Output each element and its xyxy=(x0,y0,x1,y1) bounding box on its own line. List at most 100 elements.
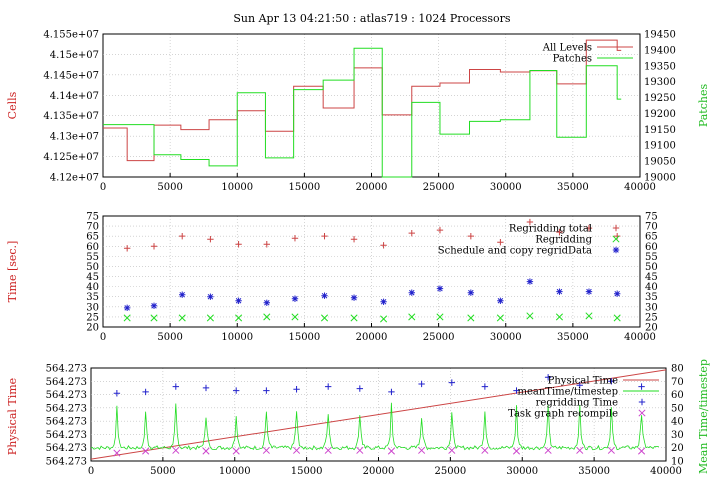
y-tick-label: 4.135e+07 xyxy=(43,111,99,122)
x-tick-label: 15000 xyxy=(288,332,320,343)
data-point xyxy=(408,313,416,321)
y2-tick-label: 30 xyxy=(671,430,684,441)
y-tick-label: 564.273 xyxy=(46,403,87,414)
legend-marker xyxy=(612,235,620,243)
data-point xyxy=(113,449,121,457)
data-point xyxy=(235,297,242,304)
data-point xyxy=(380,298,387,305)
y-tick-label: 75 xyxy=(86,212,99,223)
data-point xyxy=(526,218,534,226)
y2-tick-label: 19400 xyxy=(644,45,676,56)
y2-tick-label: 45 xyxy=(645,272,658,283)
data-point xyxy=(172,383,180,390)
legend-label: Regridding xyxy=(535,235,592,246)
data-point xyxy=(526,278,534,285)
data-point xyxy=(418,446,426,454)
data-point xyxy=(150,302,158,310)
data-point xyxy=(207,236,214,243)
legend-label: Patches xyxy=(553,54,592,65)
data-point xyxy=(496,314,504,322)
x-tick-label: 5000 xyxy=(157,182,182,193)
figure-title: Sun Apr 13 04:21:50 : atlas719 : 1024 Pr… xyxy=(233,12,511,25)
y-tick-label: 564.273 xyxy=(46,443,87,454)
y2-tick-label: 19150 xyxy=(644,125,676,136)
data-point xyxy=(293,446,301,454)
data-point xyxy=(613,290,621,297)
data-point xyxy=(497,297,504,304)
y-tick-label: 564.273 xyxy=(46,417,87,428)
data-point xyxy=(585,288,593,295)
data-point xyxy=(291,313,299,321)
data-point xyxy=(232,387,240,394)
data-point xyxy=(436,285,444,292)
data-point xyxy=(526,312,534,320)
data-point xyxy=(513,387,520,394)
data-point xyxy=(356,385,364,392)
x-tick-label: 15000 xyxy=(288,182,320,193)
data-point xyxy=(263,241,270,248)
x-tick-label: 20000 xyxy=(356,332,388,343)
data-point xyxy=(202,384,210,392)
data-point xyxy=(150,314,158,322)
y2-tick-label: 70 xyxy=(671,377,684,388)
plot-frame xyxy=(90,367,667,462)
x-tick-label: 35000 xyxy=(557,182,589,193)
data-point xyxy=(585,224,593,232)
x-tick-label: 5000 xyxy=(157,332,182,343)
data-point xyxy=(263,313,271,321)
plot-frame xyxy=(102,215,641,328)
data-point xyxy=(418,380,425,388)
data-point xyxy=(481,383,489,390)
y-tick-label: 55 xyxy=(86,252,99,263)
data-point xyxy=(638,447,646,455)
data-point xyxy=(350,314,358,322)
data-point xyxy=(350,294,358,301)
data-point xyxy=(235,314,243,322)
x-tick-label: 40000 xyxy=(650,466,682,477)
data-point xyxy=(380,315,388,323)
data-point xyxy=(235,241,242,248)
data-point xyxy=(467,289,475,296)
data-point xyxy=(613,314,621,322)
y2-tick-label: 65 xyxy=(645,232,658,243)
y-tick-label: 60 xyxy=(86,242,99,253)
y2-tick-label: 80 xyxy=(671,364,684,375)
data-point xyxy=(448,446,456,454)
y2-tick-label: 19000 xyxy=(644,173,676,184)
data-point xyxy=(172,446,180,454)
data-point xyxy=(467,314,475,322)
legend-marker xyxy=(612,224,620,232)
y-tick-label: 50 xyxy=(86,262,99,273)
data-point xyxy=(206,314,214,322)
x-tick-label: 30000 xyxy=(506,466,538,477)
y-axis-label: Physical Time xyxy=(6,378,19,455)
data-point xyxy=(178,314,186,322)
legend-label: Physical Time xyxy=(548,376,618,387)
data-point xyxy=(481,446,489,454)
data-point xyxy=(497,239,504,246)
x-tick-label: 20000 xyxy=(356,182,388,193)
data-point xyxy=(113,390,121,397)
data-point xyxy=(320,314,329,322)
y-tick-label: 4.155e+07 xyxy=(43,30,99,41)
data-point xyxy=(202,447,210,455)
y2-tick-label: 60 xyxy=(671,390,684,401)
data-point xyxy=(436,226,444,234)
y-tick-label: 45 xyxy=(86,272,99,283)
regridding-time-panel: 0 5000 10000 15000 20000 25000 30000 35000 40000… xyxy=(6,212,658,344)
legend-marker xyxy=(612,246,620,254)
data-point xyxy=(179,291,186,298)
data-point xyxy=(142,447,150,455)
data-point xyxy=(556,288,563,295)
y-tick-label: 564.273 xyxy=(46,377,87,388)
data-point xyxy=(291,235,299,242)
y-tick-label: 4.15e+07 xyxy=(50,50,99,61)
legend-label: All Levels xyxy=(542,43,592,54)
data-point xyxy=(263,387,270,394)
x-tick-label: 30000 xyxy=(490,182,522,193)
data-point xyxy=(436,313,444,321)
y-tick-label: 4.14e+07 xyxy=(50,91,99,102)
y-tick-label: 564.273 xyxy=(46,457,87,468)
data-point xyxy=(448,379,456,386)
